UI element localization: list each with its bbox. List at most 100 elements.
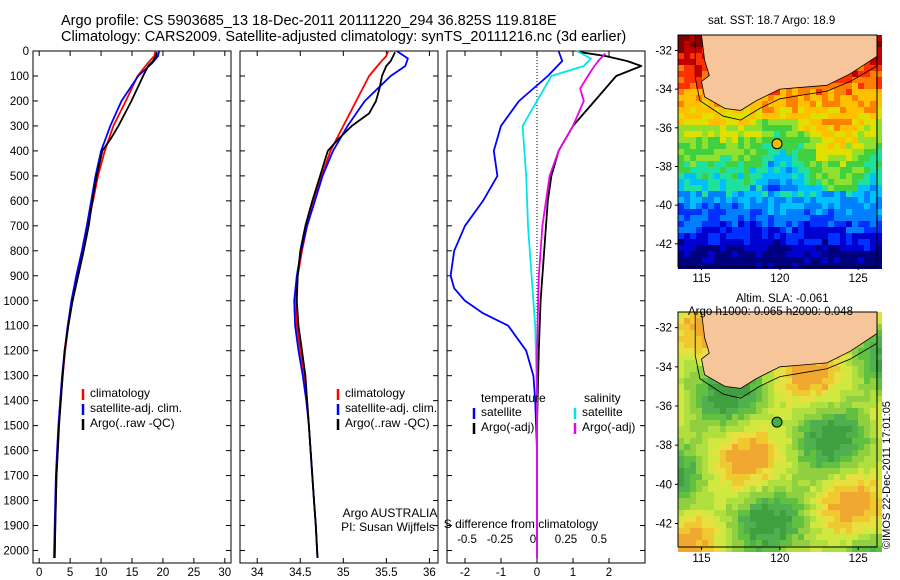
sst-map-cell — [744, 149, 750, 155]
annotation-pi: PI: Susan Wijffels — [341, 520, 435, 534]
sla-map-cell — [846, 456, 852, 462]
sst-map-cell — [762, 173, 768, 179]
sst-map-cell — [852, 191, 858, 197]
depth-tick-label: 1100 — [4, 321, 29, 333]
sla-map-cell — [720, 492, 726, 498]
sla-map-cell — [840, 402, 846, 408]
sla-map-cell — [708, 378, 714, 384]
sst-map-cell — [864, 185, 870, 191]
sla-map-cell — [786, 492, 792, 498]
sla-map-cell — [822, 528, 828, 534]
sla-map-cell — [792, 384, 798, 390]
sla-map-cell — [750, 480, 756, 486]
sst-map-cell — [738, 251, 744, 257]
temperature-xtick-label: 20 — [157, 567, 170, 579]
sst-map-cell — [864, 161, 870, 167]
sla-map-cell — [768, 486, 774, 492]
sst-map-cell — [828, 179, 834, 185]
sst-map-cell — [810, 113, 816, 119]
sla-map-cell — [834, 390, 840, 396]
sla-map-cell — [810, 462, 816, 468]
sst-map-cell — [786, 161, 792, 167]
sst-map-cell — [720, 185, 726, 191]
sst-map-cell — [780, 149, 786, 155]
sla-map-cell — [768, 384, 774, 390]
sst-map-cell — [876, 71, 882, 77]
sla-map-cell — [828, 444, 834, 450]
sla-map-cell — [678, 372, 684, 378]
sla-map-cell — [684, 444, 690, 450]
sla-map-cell — [852, 354, 858, 360]
sla-map-cell — [750, 396, 756, 402]
sst-map-cell — [684, 77, 690, 83]
sla-map-cell — [780, 414, 786, 420]
sla-map-cell — [804, 510, 810, 516]
sst-map-cell — [732, 263, 738, 269]
sst-map-cell — [870, 59, 876, 65]
sst-map-cell — [810, 161, 816, 167]
sla-map-cell — [840, 378, 846, 384]
sst-map-cell — [768, 209, 774, 215]
sla-map-cell — [738, 462, 744, 468]
sst-map-cell — [870, 173, 876, 179]
sla-map-cell — [840, 444, 846, 450]
sst-map-cell — [690, 119, 696, 125]
sla-map-cell — [870, 384, 876, 390]
sst-map-cell — [732, 221, 738, 227]
sla-map-cell — [798, 408, 804, 414]
sst-map-cell — [756, 209, 762, 215]
sst-map-cell — [864, 233, 870, 239]
sla-map-cell — [828, 438, 834, 444]
sla-map-cell — [678, 414, 684, 420]
sst-map-cell — [696, 89, 702, 95]
sla-map-cell — [762, 480, 768, 486]
sla-map-cell — [762, 396, 768, 402]
sla-map-cell — [702, 426, 708, 432]
sla-map-cell — [792, 444, 798, 450]
sst-map-cell — [852, 179, 858, 185]
sst-map-cell — [846, 143, 852, 149]
sst-map-cell — [810, 191, 816, 197]
sst-map-cell — [852, 155, 858, 161]
sla-map-cell — [864, 384, 870, 390]
sst-map-cell — [684, 107, 690, 113]
sla-map-cell — [840, 450, 846, 456]
sla-map-cell — [840, 390, 846, 396]
sst-map-cell — [852, 77, 858, 83]
sla-map-cell — [720, 414, 726, 420]
sla-map-cell — [822, 420, 828, 426]
sla-map-cell — [762, 534, 768, 540]
sla-map-cell — [846, 462, 852, 468]
sst-map-cell — [858, 227, 864, 233]
sst-map-cell — [762, 125, 768, 131]
sst-map-cell — [852, 113, 858, 119]
sst-map-cell — [852, 221, 858, 227]
sla-map-cell — [780, 534, 786, 540]
sst-map-cell — [762, 137, 768, 143]
sst-map-cell — [834, 203, 840, 209]
sst-land — [678, 34, 878, 111]
sla-map-cell — [828, 360, 834, 366]
sst-map-cell — [684, 215, 690, 221]
sst-map-cell — [750, 227, 756, 233]
sla-map-cell — [726, 492, 732, 498]
sla-map-cell — [858, 474, 864, 480]
sst-map-cell — [792, 155, 798, 161]
sla-map-cell — [696, 348, 702, 354]
sla-map-cell — [840, 486, 846, 492]
sst-map-cell — [708, 173, 714, 179]
sla-map-cell — [684, 414, 690, 420]
sla-map-cell — [804, 480, 810, 486]
sst-map-cell — [834, 83, 840, 89]
sla-map-cell — [720, 438, 726, 444]
sst-map-cell — [846, 89, 852, 95]
sla-map-cell — [798, 492, 804, 498]
sst-map-cell — [732, 227, 738, 233]
sla-map-cell — [834, 534, 840, 540]
sst-map-cell — [750, 221, 756, 227]
sst-map-cell — [840, 161, 846, 167]
sst-map-cell — [876, 185, 882, 191]
sla-map-cell — [768, 546, 774, 552]
sla-map-cell — [720, 420, 726, 426]
sst-map-cell — [816, 209, 822, 215]
